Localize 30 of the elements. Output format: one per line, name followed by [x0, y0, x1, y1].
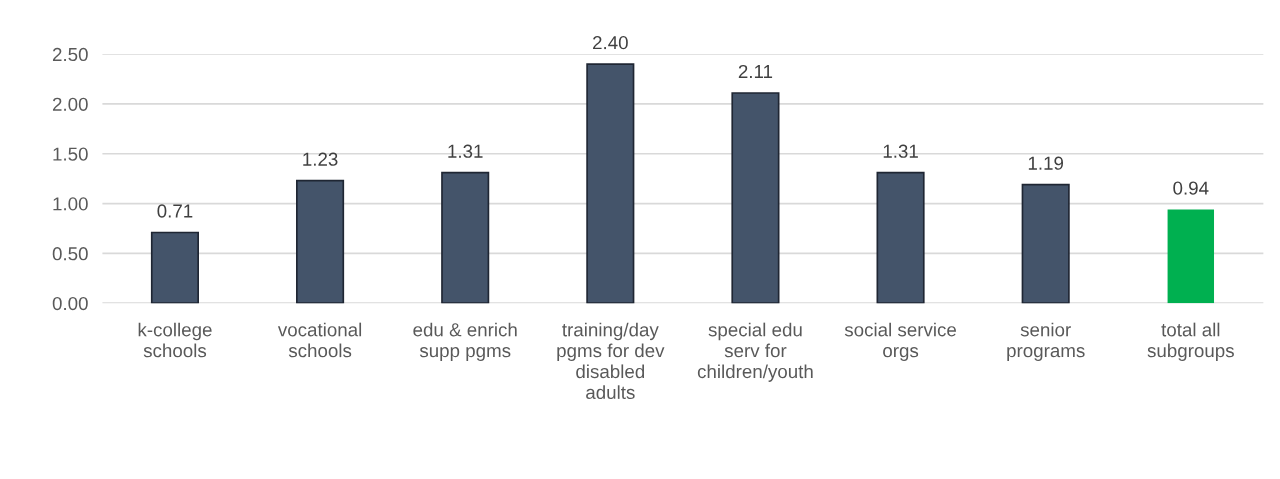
data-label: 1.31 — [883, 144, 918, 158]
x-tick-label: special edu serv for children/youth — [697, 322, 813, 382]
bar — [586, 63, 635, 304]
bar — [296, 179, 345, 304]
bar — [876, 171, 925, 304]
y-tick-label: 2.00 — [52, 97, 88, 111]
x-tick-label: social service orgs — [844, 322, 956, 362]
data-label: 0.71 — [157, 204, 193, 218]
data-label: 1.23 — [303, 152, 338, 166]
x-tick-label: total all subgroups — [1147, 322, 1234, 362]
x-tick-label: k-college schools — [138, 322, 212, 358]
bar — [1167, 209, 1215, 304]
bar — [441, 171, 490, 304]
y-tick-label: 1.50 — [53, 147, 88, 161]
data-label: 1.31 — [448, 144, 483, 158]
bar — [1021, 183, 1070, 304]
x-tick-label: edu & enrich supp pgms — [413, 322, 517, 362]
bar — [731, 92, 780, 304]
data-label: 0.94 — [1173, 181, 1209, 195]
y-tick-label: 0.00 — [52, 296, 88, 311]
data-label: 1.19 — [1028, 156, 1064, 170]
y-tick-label: 2.50 — [52, 47, 88, 62]
data-label: 2.40 — [593, 36, 628, 50]
x-tick-label: senior programs — [1007, 322, 1085, 362]
y-tick-label: 0.50 — [52, 247, 88, 261]
x-tick-label: vocational schools — [277, 322, 362, 358]
bar — [150, 231, 200, 304]
data-label: 2.11 — [738, 64, 773, 78]
x-tick-label: training/day pgms for dev disabled adults — [557, 322, 665, 400]
y-tick-label: 1.00 — [53, 197, 88, 211]
